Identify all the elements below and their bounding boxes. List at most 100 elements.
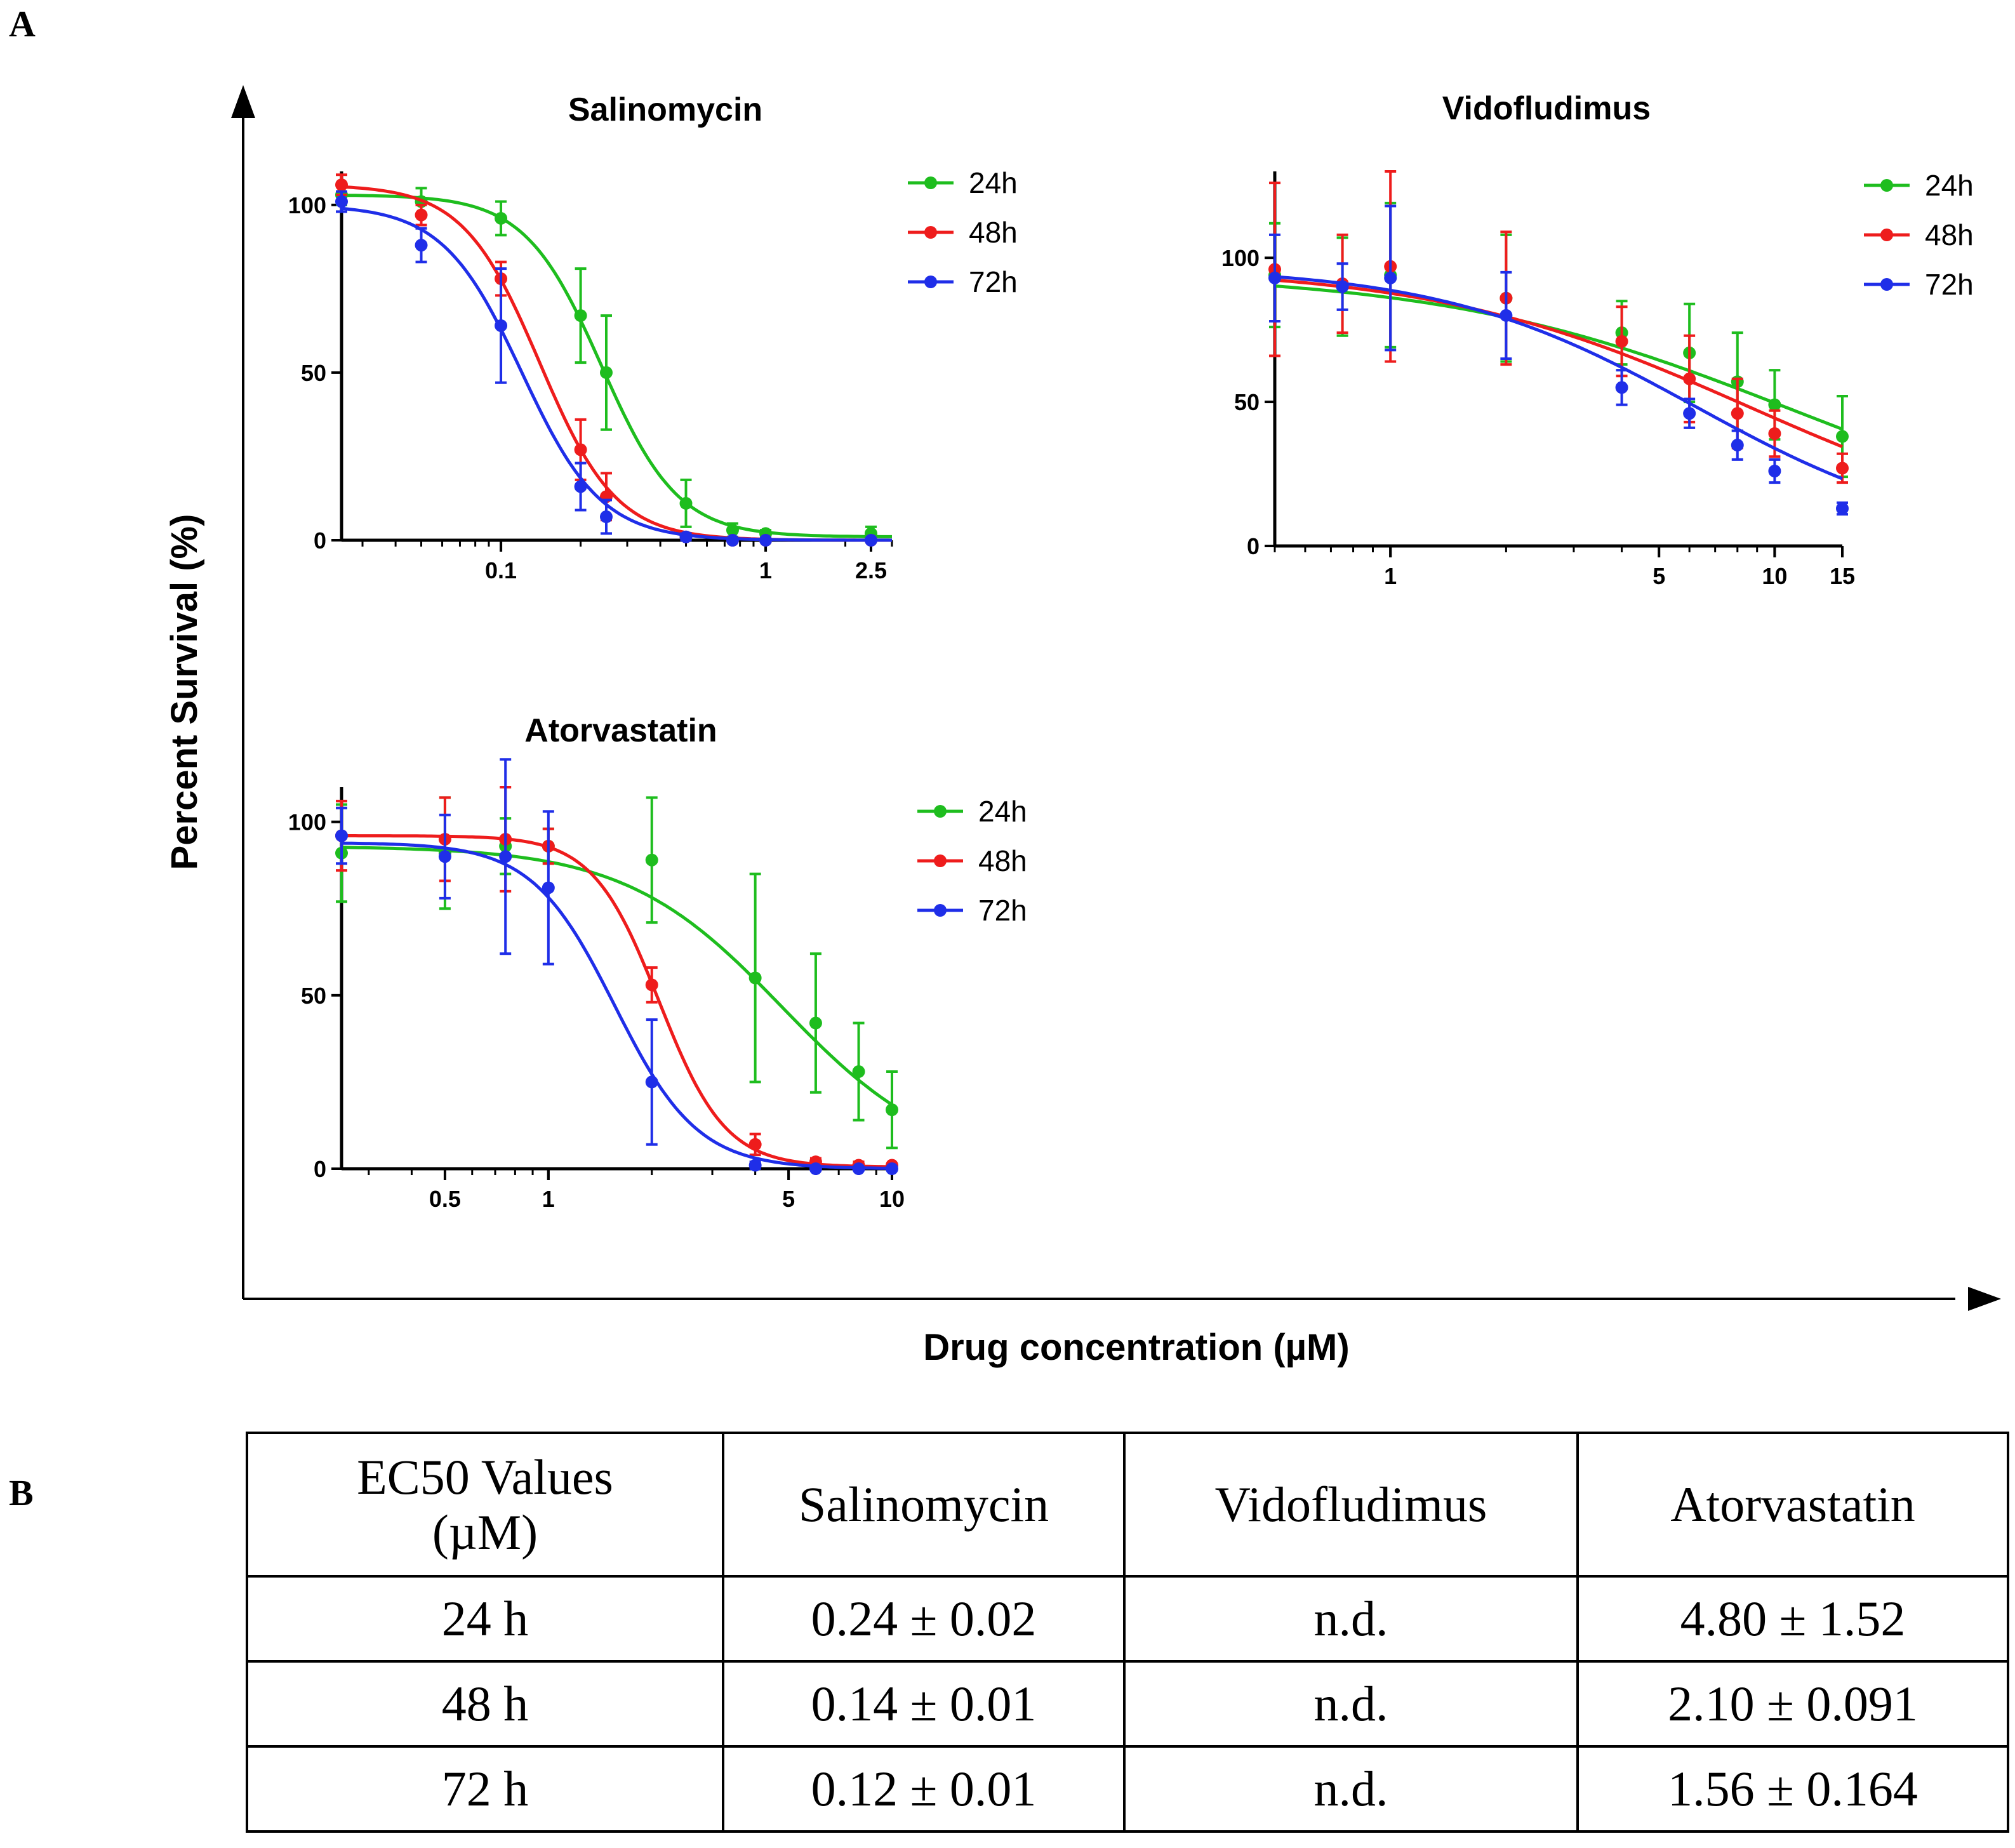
data-point <box>748 1159 762 1172</box>
legend-swatch-marker <box>1880 229 1893 241</box>
series-72h <box>335 190 893 547</box>
legend-swatch-marker <box>934 854 947 867</box>
table-header-row: EC50 Values (µM) Salinomycin Vidofludimu… <box>246 1432 2009 1578</box>
data-point <box>809 1162 822 1175</box>
data-point <box>438 850 451 863</box>
panel-label-a: A <box>9 3 36 44</box>
data-point <box>1500 309 1513 322</box>
data-point <box>415 239 428 252</box>
data-point <box>726 534 739 547</box>
data-point <box>574 309 587 322</box>
data-point <box>599 366 613 379</box>
table-row: 24 h 0.24 ± 0.02 n.d. 4.80 ± 1.52 <box>246 1575 2009 1663</box>
table-header-vidofludimus: Vidofludimus <box>1123 1432 1579 1578</box>
shared-y-axis-arrow <box>231 85 255 118</box>
legend-swatch-marker <box>924 226 937 239</box>
data-point <box>1836 502 1849 515</box>
data-point <box>415 208 428 222</box>
data-point <box>645 1075 658 1089</box>
data-point <box>886 1162 898 1175</box>
data-point <box>759 534 773 547</box>
x-tick-label: 5 <box>782 1186 795 1212</box>
table-cell-time: 24 h <box>246 1575 724 1663</box>
y-tick-label: 0 <box>314 1156 326 1182</box>
legend-swatch-marker <box>1880 179 1893 192</box>
y-tick-label: 0 <box>314 528 326 554</box>
data-point <box>495 211 508 225</box>
table-cell-salinomycin: 0.24 ± 0.02 <box>722 1575 1126 1663</box>
legend-label: 24h <box>978 795 1027 828</box>
data-point <box>542 881 555 894</box>
legend-swatch-marker <box>1880 278 1893 291</box>
x-tick-label: 0.5 <box>429 1186 461 1212</box>
x-tick-label: 0.1 <box>485 557 517 583</box>
data-point <box>335 829 348 842</box>
table-header-ec50-line2: (µM) <box>432 1505 538 1560</box>
series-48h <box>1268 170 1849 484</box>
data-point <box>495 319 508 332</box>
data-point <box>1336 280 1349 293</box>
legend-label: 72h <box>1925 268 1974 301</box>
fit-curve-72h <box>341 206 893 542</box>
atorvastatin-chart: Atorvastatin 0 50 100 0.5 1 5 10 24h 48h 72h <box>288 712 1027 1212</box>
fit-curve-24h <box>342 194 892 538</box>
data-point <box>852 1065 865 1079</box>
x-tick-label: 1 <box>759 557 772 583</box>
legend-label: 72h <box>969 265 1018 298</box>
data-point <box>599 510 613 524</box>
x-tick-label: 15 <box>1830 563 1855 589</box>
data-point <box>864 534 877 547</box>
series-48h <box>335 173 892 547</box>
fit-curve-24h <box>341 846 893 1107</box>
table-row: 72 h 0.12 ± 0.01 n.d. 1.56 ± 0.164 <box>246 1745 2009 1833</box>
chart-title: Salinomycin <box>568 91 762 128</box>
table-header-ec50: EC50 Values (µM) <box>246 1432 724 1578</box>
series-24h <box>335 183 892 542</box>
shared-x-axis-arrow <box>1968 1287 2001 1311</box>
data-point <box>1768 398 1781 411</box>
data-point <box>1683 407 1696 420</box>
data-point <box>679 530 693 543</box>
table-cell-atorvastatin: 4.80 ± 1.52 <box>1576 1575 2009 1663</box>
data-point <box>748 971 762 985</box>
table-header-salinomycin: Salinomycin <box>722 1432 1126 1578</box>
legend-label: 48h <box>969 216 1018 249</box>
fit-curve-48h <box>342 834 892 1169</box>
table-cell-atorvastatin: 1.56 ± 0.164 <box>1576 1745 2009 1833</box>
legend-swatch-marker <box>934 805 947 818</box>
y-tick-label: 100 <box>288 809 326 835</box>
legend-swatch-marker <box>924 276 937 288</box>
data-point <box>645 853 658 867</box>
data-point <box>1836 430 1849 443</box>
legend-label: 48h <box>1925 218 1974 251</box>
shared-x-axis-label: Drug concentration (µM) <box>923 1327 1349 1368</box>
data-point <box>748 1138 762 1151</box>
legend-label: 24h <box>1925 169 1974 202</box>
data-point <box>726 524 739 537</box>
legend-label: 48h <box>978 844 1027 877</box>
fit-curve-72h <box>341 841 893 1170</box>
ec50-table: EC50 Values (µM) Salinomycin Vidofludimu… <box>246 1432 2009 1833</box>
x-tick-label: 5 <box>1653 563 1665 589</box>
data-point <box>574 443 587 456</box>
data-point <box>335 178 348 192</box>
shared-y-axis-label: Percent Survival (%) <box>164 514 205 870</box>
data-point <box>574 480 587 493</box>
table-cell-time: 72 h <box>246 1745 724 1833</box>
data-point <box>1731 439 1744 452</box>
y-tick-label: 100 <box>288 192 326 218</box>
fit-curve-24h <box>1274 284 1843 431</box>
y-tick-label: 50 <box>301 360 326 386</box>
salinomycin-chart: Salinomycin 0 50 100 0.1 1 2.5 24h 48h 72h <box>288 91 1018 583</box>
table-header-atorvastatin: Atorvastatin <box>1576 1432 2009 1578</box>
series-72h <box>1268 204 1849 516</box>
data-point <box>1768 427 1781 440</box>
panel-label-b: B <box>9 1472 34 1513</box>
x-tick-label: 1 <box>542 1186 555 1212</box>
data-point <box>645 978 658 992</box>
table-cell-vidofludimus: n.d. <box>1123 1575 1579 1663</box>
y-tick-label: 100 <box>1221 245 1260 271</box>
chart-title: Vidofludimus <box>1442 90 1651 127</box>
y-tick-label: 50 <box>301 983 326 1009</box>
